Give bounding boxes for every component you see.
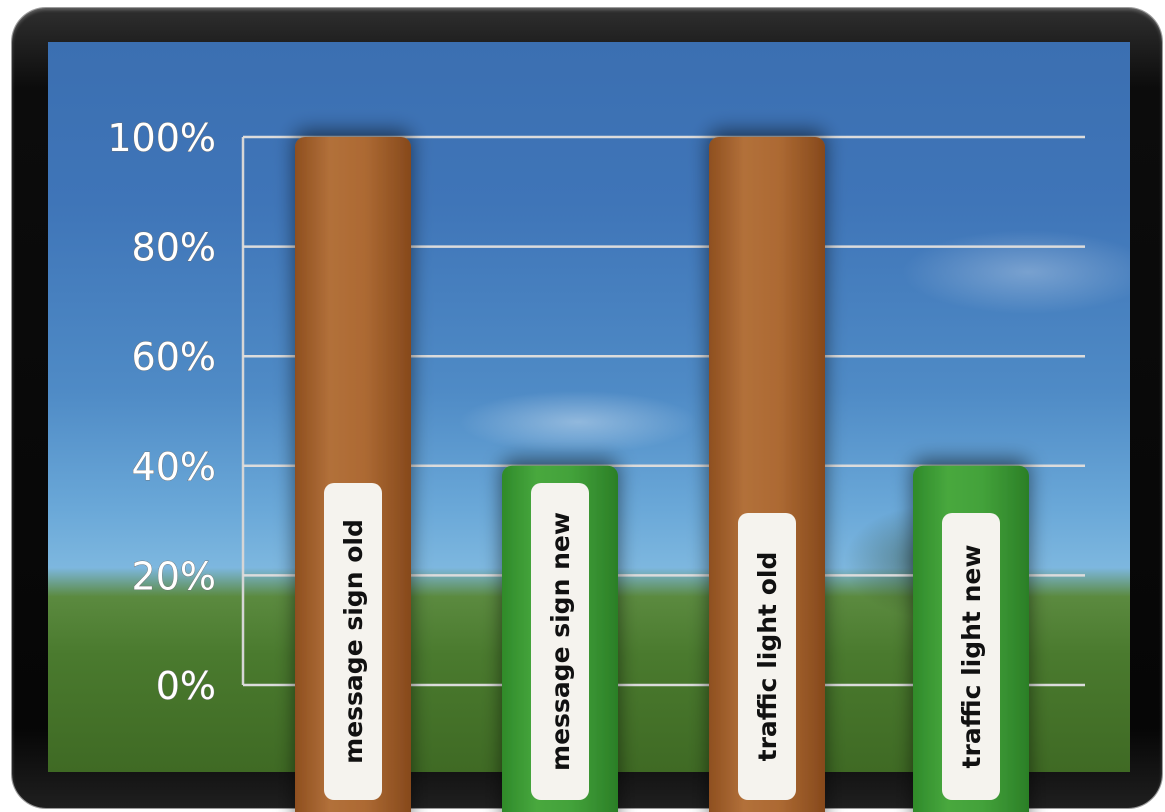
bar-label-pill (942, 513, 1000, 800)
y-tick-label: 0% (156, 664, 216, 708)
bar-category-label: traffic light old (753, 552, 782, 762)
bar-label-pill (738, 513, 796, 800)
bar-category-label: message sign new (546, 512, 575, 771)
bar-label-pill (324, 483, 382, 800)
y-axis-ticks: 0% 20% 40% 60% 80% 100% (107, 116, 216, 709)
bar-category-label: message sign old (339, 519, 368, 764)
y-tick-label: 40% (132, 445, 216, 489)
y-tick-label: 100% (107, 116, 216, 160)
bar-group: message sign old (295, 137, 411, 812)
bars: message sign old message sign new traffic … (295, 137, 1029, 812)
bar-category-label: traffic light new (957, 545, 986, 769)
y-tick-label: 80% (132, 226, 216, 270)
bar-group: traffic light old (709, 137, 825, 812)
bar-group: traffic light new (913, 465, 1029, 812)
bar-label-pill (531, 483, 589, 800)
bar-group: message sign new (502, 465, 618, 812)
y-tick-label: 60% (132, 335, 216, 379)
y-tick-label: 20% (132, 554, 216, 598)
